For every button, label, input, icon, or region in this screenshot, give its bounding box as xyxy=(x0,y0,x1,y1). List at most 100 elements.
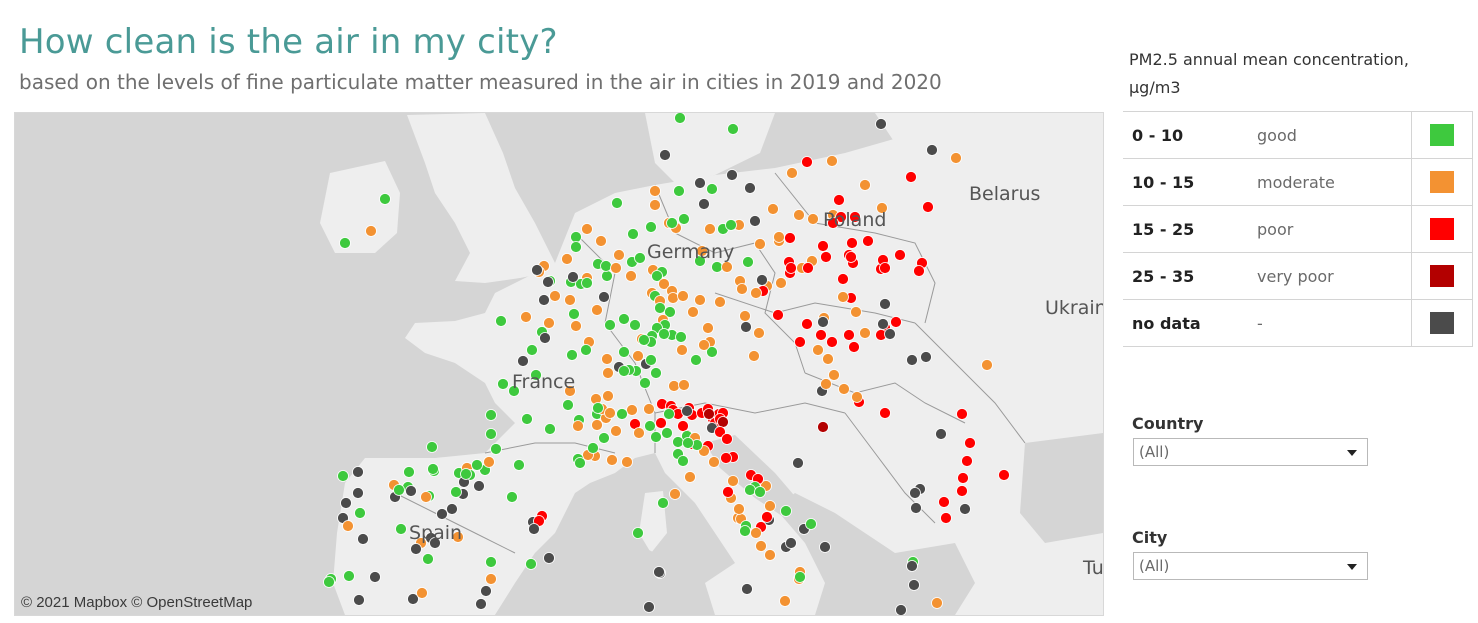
city-marker[interactable] xyxy=(339,237,351,249)
city-marker[interactable] xyxy=(520,311,532,323)
city-marker[interactable] xyxy=(859,327,871,339)
city-marker[interactable] xyxy=(353,594,365,606)
city-marker[interactable] xyxy=(706,346,718,358)
city-marker[interactable] xyxy=(602,390,614,402)
city-marker[interactable] xyxy=(801,318,813,330)
city-marker[interactable] xyxy=(601,270,613,282)
city-marker[interactable] xyxy=(906,354,918,366)
city-marker[interactable] xyxy=(566,349,578,361)
city-marker[interactable] xyxy=(645,221,657,233)
city-marker[interactable] xyxy=(786,167,798,179)
city-marker[interactable] xyxy=(395,523,407,535)
city-marker[interactable] xyxy=(632,527,644,539)
city-marker[interactable] xyxy=(812,344,824,356)
city-marker[interactable] xyxy=(618,346,630,358)
city-marker[interactable] xyxy=(473,480,485,492)
city-marker[interactable] xyxy=(910,502,922,514)
city-marker[interactable] xyxy=(908,579,920,591)
city-marker[interactable] xyxy=(750,527,762,539)
city-marker[interactable] xyxy=(843,329,855,341)
city-marker[interactable] xyxy=(698,198,710,210)
city-marker[interactable] xyxy=(651,270,663,282)
city-marker[interactable] xyxy=(531,264,543,276)
city-marker[interactable] xyxy=(633,427,645,439)
city-marker[interactable] xyxy=(708,456,720,468)
city-marker[interactable] xyxy=(405,485,417,497)
city-marker[interactable] xyxy=(564,294,576,306)
city-marker[interactable] xyxy=(739,310,751,322)
city-marker[interactable] xyxy=(792,457,804,469)
city-marker[interactable] xyxy=(410,543,422,555)
city-marker[interactable] xyxy=(365,225,377,237)
city-marker[interactable] xyxy=(926,144,938,156)
city-marker[interactable] xyxy=(678,213,690,225)
city-marker[interactable] xyxy=(562,399,574,411)
city-marker[interactable] xyxy=(828,369,840,381)
map-canvas[interactable]: Belarus Poland Germany Ukraine France Sp… xyxy=(15,113,1103,615)
city-marker[interactable] xyxy=(711,261,723,273)
city-marker[interactable] xyxy=(961,455,973,467)
city-marker[interactable] xyxy=(761,511,773,523)
city-marker[interactable] xyxy=(736,283,748,295)
city-marker[interactable] xyxy=(595,235,607,247)
city-marker[interactable] xyxy=(528,523,540,535)
city-marker[interactable] xyxy=(629,319,641,331)
map-attribution[interactable]: © 2021 Mapbox © OpenStreetMap xyxy=(21,594,253,611)
city-marker[interactable] xyxy=(785,262,797,274)
city-marker[interactable] xyxy=(426,441,438,453)
city-marker[interactable] xyxy=(850,306,862,318)
city-marker[interactable] xyxy=(895,604,907,616)
city-marker[interactable] xyxy=(720,452,732,464)
city-marker[interactable] xyxy=(875,118,887,130)
city-marker[interactable] xyxy=(714,296,726,308)
city-marker[interactable] xyxy=(817,421,829,433)
city-marker[interactable] xyxy=(666,217,678,229)
air-quality-map[interactable]: Belarus Poland Germany Ukraine France Sp… xyxy=(14,112,1104,616)
city-marker[interactable] xyxy=(600,260,612,272)
city-marker[interactable] xyxy=(634,252,646,264)
city-marker[interactable] xyxy=(625,270,637,282)
city-marker[interactable] xyxy=(837,291,849,303)
city-marker[interactable] xyxy=(538,294,550,306)
city-marker[interactable] xyxy=(570,320,582,332)
city-marker[interactable] xyxy=(436,508,448,520)
city-marker[interactable] xyxy=(780,505,792,517)
city-marker[interactable] xyxy=(653,566,665,578)
legend-row-no-data[interactable]: no data - xyxy=(1123,299,1473,347)
city-marker[interactable] xyxy=(682,437,694,449)
city-marker[interactable] xyxy=(613,249,625,261)
city-marker[interactable] xyxy=(726,169,738,181)
city-marker[interactable] xyxy=(650,367,662,379)
city-marker[interactable] xyxy=(483,456,495,468)
city-marker[interactable] xyxy=(601,353,613,365)
city-marker[interactable] xyxy=(862,235,874,247)
city-marker[interactable] xyxy=(508,385,520,397)
city-marker[interactable] xyxy=(833,194,845,206)
city-marker[interactable] xyxy=(722,486,734,498)
city-marker[interactable] xyxy=(920,351,932,363)
city-marker[interactable] xyxy=(675,331,687,343)
country-dropdown[interactable]: (All) xyxy=(1133,438,1368,466)
city-marker[interactable] xyxy=(663,408,675,420)
city-marker[interactable] xyxy=(775,277,787,289)
city-marker[interactable] xyxy=(627,228,639,240)
city-marker[interactable] xyxy=(598,432,610,444)
city-marker[interactable] xyxy=(754,238,766,250)
city-marker[interactable] xyxy=(570,241,582,253)
city-marker[interactable] xyxy=(549,290,561,302)
city-marker[interactable] xyxy=(820,251,832,263)
city-marker[interactable] xyxy=(471,459,483,471)
legend-row-moderate[interactable]: 10 - 15 moderate xyxy=(1123,158,1473,205)
city-dropdown[interactable]: (All) xyxy=(1133,552,1368,580)
city-marker[interactable] xyxy=(530,369,542,381)
city-marker[interactable] xyxy=(357,533,369,545)
city-marker[interactable] xyxy=(539,332,551,344)
city-marker[interactable] xyxy=(741,583,753,595)
city-marker[interactable] xyxy=(981,359,993,371)
city-marker[interactable] xyxy=(572,420,584,432)
city-marker[interactable] xyxy=(655,417,667,429)
city-marker[interactable] xyxy=(564,385,576,397)
city-marker[interactable] xyxy=(877,318,889,330)
city-marker[interactable] xyxy=(815,329,827,341)
city-marker[interactable] xyxy=(922,201,934,213)
